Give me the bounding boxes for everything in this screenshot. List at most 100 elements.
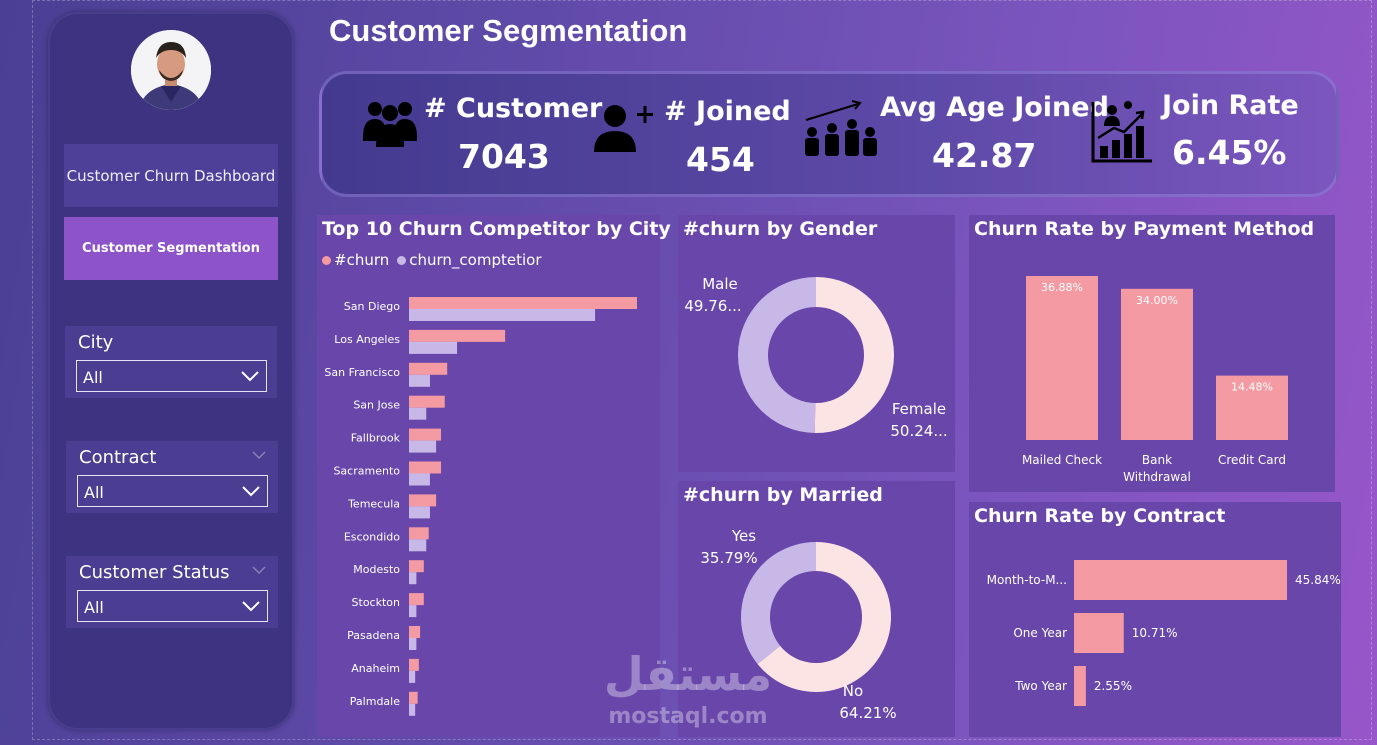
competitor-bar (409, 309, 596, 321)
kpi-avg-age-value: 42.87 (932, 136, 1037, 175)
city-slicer: City All (65, 326, 277, 398)
competitor-bar (409, 703, 416, 716)
city-tick-label: Anaheim (351, 662, 400, 675)
slice-no (757, 542, 891, 692)
married-churn-chart-card: #churn by Married Yes 35.79% No 64.21% (678, 481, 955, 737)
customer-status-dropdown[interactable]: All (77, 590, 268, 622)
city-dropdown[interactable]: All (76, 360, 267, 392)
kpi-joined-title: # Joined (664, 96, 791, 127)
city-tick-label: Escondido (344, 530, 400, 543)
city-chart-legend: #churn churn_comptetior (322, 251, 541, 269)
competitor-bar (409, 572, 417, 585)
page-title: Customer Segmentation (329, 13, 688, 48)
people-group-icon (363, 102, 417, 147)
payment-bar-chart[interactable]: 36.88% Mailed Check 34.00% Bank Withdrawal 14… (969, 215, 1335, 492)
gender-donut-chart[interactable]: Male 49.76... Female 50.24... (678, 215, 955, 472)
watermark-arabic: مستقل (604, 648, 772, 701)
churn-bar (409, 626, 421, 638)
contract-slicer-label: Contract (79, 447, 157, 468)
churn-bar (409, 527, 429, 540)
competitor-bar (409, 374, 430, 387)
growth-chart-icon (1091, 101, 1152, 163)
churn-bar (409, 329, 506, 342)
gender-data-label-female: 50.24... (890, 422, 947, 440)
married-chart-title: #churn by Married (683, 484, 883, 506)
competitor-bar (409, 440, 437, 453)
married-data-label-yes: 35.79% (700, 549, 757, 567)
contract-dropdown[interactable]: All (77, 475, 268, 507)
chevron-down-icon[interactable] (252, 566, 266, 575)
churn-bar (409, 593, 424, 606)
city-slicer-label: City (78, 332, 114, 353)
married-label-no: No (843, 682, 863, 700)
slice-male (738, 277, 816, 433)
kpi-customer-title: # Customer (424, 93, 603, 124)
payment-tick-label: Mailed Check (1022, 453, 1102, 467)
slice-yes (741, 542, 816, 665)
city-dropdown-value: All (83, 368, 103, 387)
chevron-down-icon (242, 486, 260, 497)
contract-chart-card: Churn Rate by Contract Month-to-M... 45.8… (969, 502, 1341, 737)
add-user-icon (594, 105, 653, 152)
payment-tick-label: Withdrawal (1123, 470, 1191, 484)
payment-tick-label: Credit Card (1218, 453, 1286, 467)
competitor-bar (409, 539, 427, 552)
competitor-bar (409, 473, 430, 486)
gender-data-label-male: 49.76... (684, 297, 741, 315)
city-churn-chart-card: Top 10 Churn Competitor by City #churn c… (317, 215, 671, 737)
payment-data-label: 36.88% (1041, 281, 1083, 294)
contract-bar-chart[interactable]: Month-to-M... 45.84% One Year 10.71% Two Yea… (969, 502, 1341, 737)
legend-item-competitor[interactable]: churn_comptetior (397, 251, 541, 269)
kpi-avg-age-title: Avg Age Joined (880, 92, 1109, 123)
city-tick-label: Stockton (352, 596, 400, 609)
kpi-customer-value: 7043 (458, 137, 550, 176)
contract-tick-label: One Year (1013, 626, 1067, 640)
churn-bar (409, 428, 442, 441)
contract-data-label: 45.84% (1295, 573, 1341, 587)
customer-status-dropdown-value: All (84, 598, 104, 617)
married-label-yes: Yes (731, 527, 756, 545)
city-bar-chart[interactable]: San Diego Los Angeles San Francisco San Jos… (317, 215, 660, 737)
kpi-join-rate-value: 6.45% (1172, 133, 1287, 172)
contract-tick-label: Two Year (1014, 679, 1067, 693)
competitor-bar (409, 638, 417, 650)
churn-bar (409, 560, 424, 573)
churn-bar (409, 395, 445, 408)
chevron-down-icon (242, 601, 260, 612)
city-tick-label: Sacramento (333, 465, 400, 478)
payment-bar (1121, 288, 1193, 440)
city-tick-label: Fallbrook (351, 432, 401, 445)
nav-customer-segmentation[interactable]: Customer Segmentation (64, 217, 278, 280)
married-donut-chart[interactable]: Yes 35.79% No 64.21% (678, 481, 955, 737)
gender-label-female: Female (892, 400, 946, 418)
churn-bar (409, 362, 448, 375)
legend-item-churn[interactable]: #churn (322, 251, 389, 269)
contract-dropdown-value: All (84, 483, 104, 502)
churn-bar (409, 461, 442, 474)
gender-chart-title: #churn by Gender (683, 218, 878, 240)
competitor-bar (409, 670, 416, 683)
contract-data-label: 10.71% (1132, 626, 1178, 640)
slice-female (814, 277, 895, 433)
contract-bar (1074, 613, 1124, 653)
payment-data-label: 34.00% (1136, 294, 1178, 307)
city-tick-label: Modesto (353, 563, 400, 576)
married-data-label-no: 64.21% (839, 704, 896, 722)
city-tick-label: San Diego (344, 300, 400, 313)
city-tick-label: San Francisco (324, 366, 400, 379)
nav-customer-churn-dashboard[interactable]: Customer Churn Dashboard (64, 144, 278, 207)
customer-status-slicer: Customer Status All (66, 556, 278, 628)
kpi-join-rate-title: Join Rate (1162, 90, 1299, 121)
legend-competitor-label: churn_comptetior (409, 251, 542, 269)
gender-label-male: Male (702, 275, 738, 293)
kpi-joined-value: 454 (686, 140, 755, 179)
competitor-bar (409, 605, 417, 618)
city-tick-label: Pasadena (347, 629, 400, 642)
chevron-down-icon[interactable] (252, 451, 266, 460)
payment-method-chart-card: Churn Rate by Payment Method 36.88% Maile… (969, 215, 1335, 492)
city-tick-label: San Jose (353, 399, 400, 412)
canvas-border (32, 0, 1372, 740)
contract-data-label: 2.55% (1094, 679, 1132, 693)
payment-data-label: 14.48% (1231, 381, 1273, 394)
customer-status-slicer-label: Customer Status (79, 562, 230, 583)
